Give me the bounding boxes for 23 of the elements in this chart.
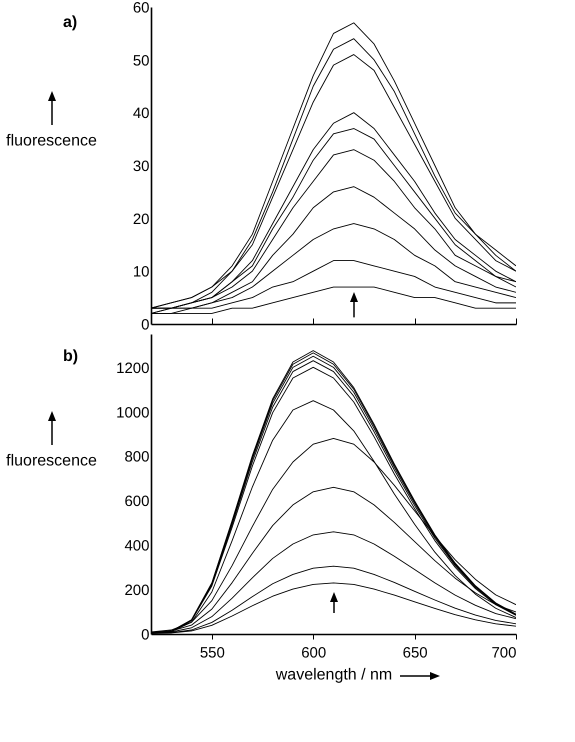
y-tick-label: 0 bbox=[141, 626, 150, 644]
y-tick-label: 400 bbox=[124, 538, 150, 555]
x-tick-label: 650 bbox=[402, 644, 428, 662]
y-tick-label: 20 bbox=[132, 210, 150, 228]
y-axis-title: fluorescence bbox=[6, 132, 97, 150]
x-tick-label: 550 bbox=[200, 644, 225, 662]
y-tick-label: 0 bbox=[141, 316, 150, 334]
x-tick-label: 700 bbox=[491, 644, 516, 662]
y-tick-label: 1000 bbox=[116, 404, 150, 422]
y-tick-label: 1200 bbox=[116, 360, 150, 377]
y-tick-label: 600 bbox=[124, 493, 150, 510]
y-tick-label: 50 bbox=[132, 52, 150, 70]
y-tick-label: 200 bbox=[124, 582, 150, 600]
x-tick-label: 600 bbox=[301, 644, 326, 662]
y-tick-label: 800 bbox=[124, 448, 150, 466]
y-tick-label: 30 bbox=[132, 158, 150, 175]
chart-title: a) bbox=[63, 14, 78, 31]
y-tick-label: 60 bbox=[132, 0, 150, 16]
y-axis-title: fluorescence bbox=[6, 452, 97, 470]
y-tick-label: 10 bbox=[132, 264, 150, 281]
text: b) bbox=[63, 348, 78, 365]
x-axis-title: wavelength / nm bbox=[274, 666, 392, 684]
y-tick-label: 40 bbox=[132, 105, 150, 122]
